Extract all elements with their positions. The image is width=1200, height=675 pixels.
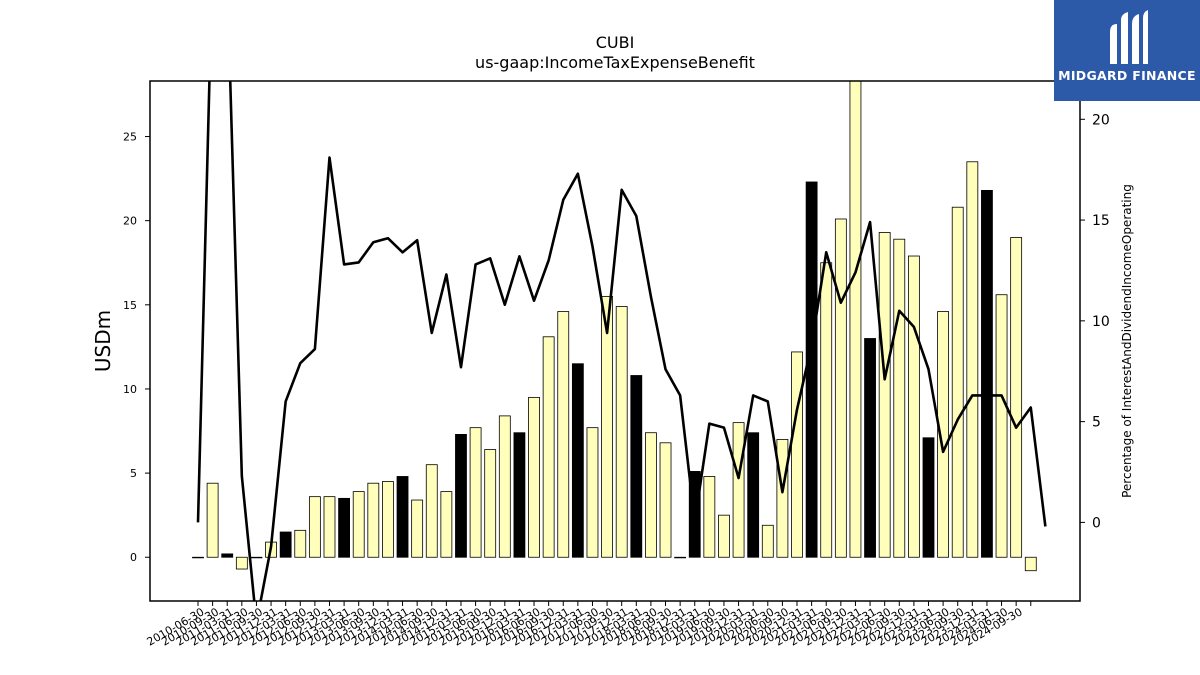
bar [630, 375, 643, 558]
bar [659, 442, 672, 558]
bar [981, 189, 993, 558]
left-tick-label: 15 [123, 299, 137, 312]
right-tick-label: 0 [1092, 515, 1101, 531]
bar [542, 336, 555, 558]
bar [440, 491, 453, 558]
bar [221, 553, 234, 558]
bar [279, 531, 292, 558]
bar [849, 80, 862, 558]
bar [425, 464, 438, 558]
bar [528, 396, 540, 558]
right-tick-label: 15 [1092, 213, 1110, 229]
bar [747, 432, 760, 558]
bar [192, 556, 204, 559]
bar [308, 496, 321, 558]
left-tick-label: 10 [123, 383, 137, 396]
bar [601, 295, 613, 558]
bar [206, 482, 219, 558]
bar [937, 311, 950, 558]
bar-series [192, 80, 1037, 572]
line-series [196, 81, 1047, 601]
left-tick-label: 0 [130, 551, 137, 564]
bar [498, 415, 511, 558]
bar [615, 306, 628, 558]
bar [791, 351, 803, 558]
bar [645, 432, 657, 558]
bar [674, 556, 687, 559]
bar [250, 556, 263, 559]
x-axis: 2010-06-302010-09-302011-03-312011-06-30… [145, 601, 1032, 649]
bar [805, 181, 818, 558]
left-tick-label: 25 [123, 131, 137, 144]
right-axis-label: Percentage of InterestAndDividendIncomeO… [1120, 184, 1134, 498]
bar [338, 497, 351, 558]
bar [995, 294, 1008, 558]
bar [761, 524, 774, 558]
bar [893, 238, 906, 558]
bar [1024, 556, 1037, 572]
bar [703, 476, 716, 558]
bar [966, 161, 979, 558]
left-axis-label: USDm [91, 310, 115, 372]
bar [367, 482, 380, 558]
bar [455, 433, 467, 558]
right-tick-label: 10 [1092, 314, 1110, 330]
bar [513, 432, 526, 558]
bar [922, 437, 935, 558]
left-tick-label: 5 [130, 467, 137, 480]
logo-text: MIDGARD FINANCE [1058, 68, 1196, 83]
chart-subtitle: us-gaap:IncomeTaxExpenseBenefit [475, 53, 755, 72]
brand-logo: MIDGARD FINANCE [1054, 0, 1200, 101]
bar [557, 311, 570, 558]
left-axis: 0 5 10 15 20 25 [123, 131, 150, 564]
chart-title: CUBI [596, 33, 635, 52]
bar [907, 255, 920, 558]
bar [776, 439, 789, 558]
bar [820, 262, 833, 558]
bar [235, 556, 248, 570]
bar [469, 427, 482, 558]
bar [352, 491, 365, 558]
bar [411, 499, 424, 558]
bar [732, 422, 745, 558]
bar [294, 529, 307, 558]
left-tick-label: 20 [123, 215, 137, 228]
bar [1010, 237, 1023, 558]
right-tick-label: 5 [1092, 415, 1101, 431]
bar [571, 363, 584, 558]
bar [396, 476, 409, 558]
bar [864, 338, 876, 558]
bar [834, 218, 847, 558]
bar [382, 481, 394, 558]
bar [484, 449, 497, 558]
bar [951, 206, 964, 558]
bar [586, 427, 599, 558]
right-axis: 0 5 10 15 20 [1080, 112, 1110, 531]
bar [323, 496, 336, 558]
right-tick-label: 20 [1092, 112, 1110, 128]
logo-mark-icon [1110, 10, 1148, 64]
bar [878, 232, 891, 558]
bar [718, 514, 730, 558]
line-path [196, 81, 1047, 601]
plot-frame [149, 80, 1081, 602]
